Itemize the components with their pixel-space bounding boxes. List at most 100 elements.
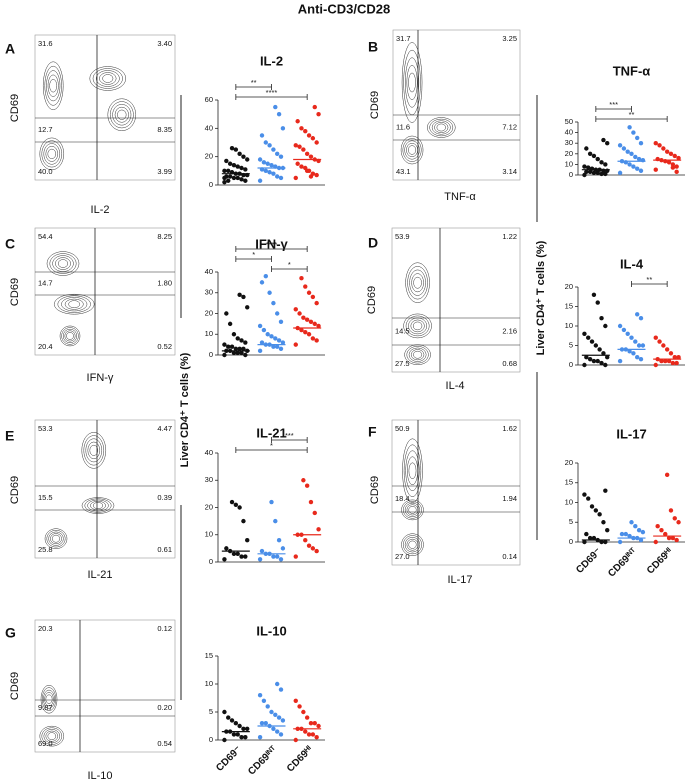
data-point [312,104,317,110]
data-point [603,162,608,167]
contour [87,441,101,460]
data-point [674,537,679,543]
contour [413,276,422,289]
data-point [257,178,263,183]
data-point [275,311,280,316]
plot-frame [34,227,176,356]
y-tick-label: 5 [209,707,213,716]
data-point [243,352,248,358]
data-point [222,557,227,562]
data-point [631,130,636,135]
contour [109,101,134,129]
data-point [629,335,634,340]
data-point [633,524,638,529]
data-point [222,737,227,743]
contour [408,506,417,514]
data-point [653,141,658,146]
data-point [239,350,244,356]
y-axis-label: CD69 [366,286,378,314]
data-point [231,175,237,181]
data-point [227,174,233,179]
data-point [280,546,286,551]
quadrant-value: 50.9 [395,424,410,433]
data-point [674,169,679,175]
data-point [243,178,248,183]
data-point [591,170,597,176]
quadrant-value: 25.8 [38,545,53,554]
data-point [308,499,314,505]
contour [400,135,424,165]
y-axis-label: CD69 [9,94,21,122]
data-point [243,735,248,740]
quadrant-value: 0.61 [157,545,172,554]
data-point [584,355,589,360]
y-tick-label: 0 [569,170,573,179]
quadrant-value: 4.47 [157,424,172,433]
data-point [589,339,595,344]
chart-title: IFN-γ [255,236,288,251]
data-point [625,149,630,154]
data-point [226,715,231,720]
quadrant-value: 27.5 [395,359,410,368]
data-point [597,512,602,517]
data-point [635,355,640,360]
data-point [670,535,676,541]
data-point [676,155,681,161]
contour [45,146,59,162]
data-point [299,164,304,169]
significance-label: **** [266,240,278,249]
data-point [672,355,677,360]
category-label: CD69ᴴᴵ [645,546,675,576]
data-point [245,726,250,731]
data-point [621,146,627,151]
panel-letter: D [368,235,378,251]
contour [43,729,61,744]
data-point [664,472,670,478]
contour [41,140,63,168]
data-point [314,548,319,554]
contour [95,70,120,87]
data-point [308,319,314,324]
quadrant-value: 20.3 [38,624,53,633]
plot-frame [34,619,176,753]
y-axis-label: CD69 [369,476,381,504]
x-axis-label: IL-17 [447,574,472,586]
contour [402,138,422,162]
data-point [224,311,229,316]
data-point [303,538,308,543]
data-point [314,140,319,145]
chart-title: IL-21 [256,425,286,440]
data-point [638,168,644,173]
data-point [316,111,321,117]
quadrant-value: 0.54 [157,739,172,748]
data-point [640,343,646,348]
y-tick-label: 60 [205,95,213,104]
significance-label: **** [266,88,278,97]
contour [47,74,59,97]
y-tick-label: 30 [565,138,573,147]
contour [55,257,71,270]
quadrant-value: 0.68 [502,359,517,368]
data-point [666,535,672,541]
contour [403,444,422,497]
data-point [239,165,244,171]
data-point [661,343,666,348]
quadrant-value: 12.7 [38,125,53,134]
data-point [653,539,658,545]
data-point [299,327,304,333]
quadrant-value: 20.4 [38,342,53,351]
data-point [276,715,282,720]
data-point [259,721,265,726]
data-point [278,557,284,562]
data-point [582,164,587,169]
data-point [231,350,237,356]
data-point [653,167,658,172]
contour [117,109,127,120]
data-point [316,323,321,329]
data-point [243,340,248,345]
data-point [293,554,298,559]
data-point [582,492,587,497]
data-point [261,327,267,333]
chart-title: IL-10 [256,623,286,638]
